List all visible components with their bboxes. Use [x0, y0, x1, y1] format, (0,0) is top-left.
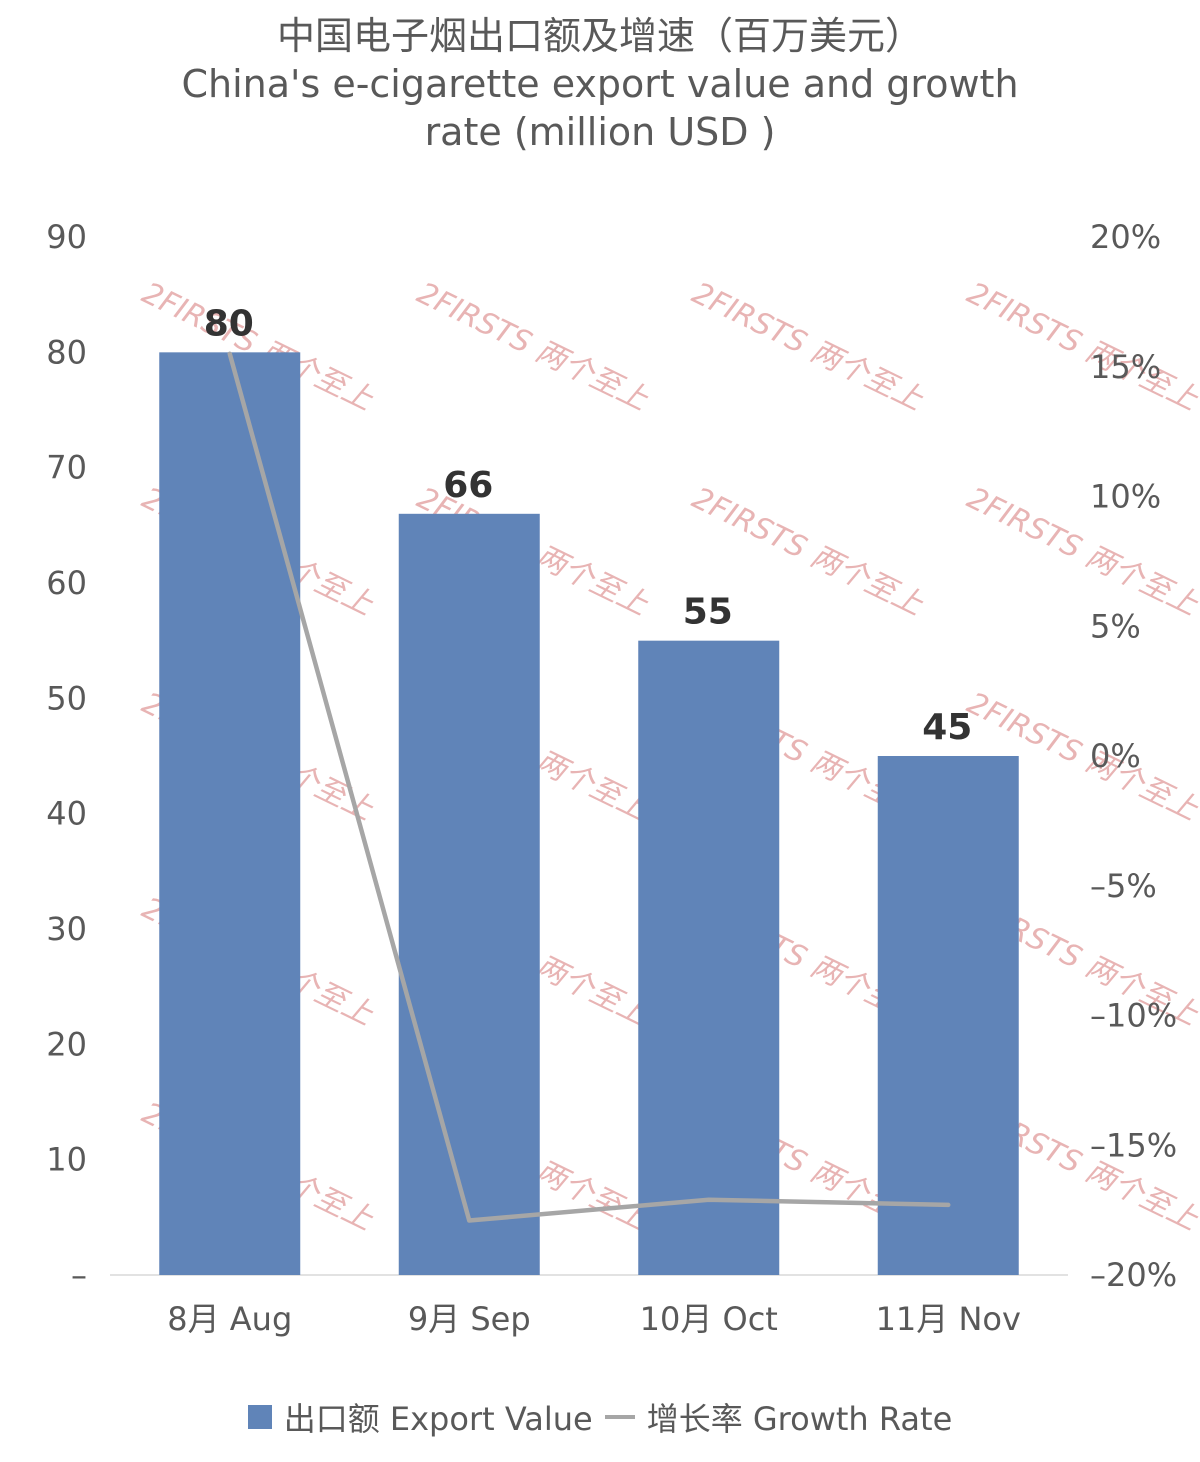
bar-data-label: 45 — [922, 707, 972, 748]
y-tick-label: 90 — [46, 218, 87, 256]
legend-swatch-bar — [247, 1405, 272, 1429]
y-tick-label: 60 — [46, 564, 87, 602]
legend-item-growth-rate: 增长率 Growth Rate — [604, 1394, 953, 1440]
chart-subtitle-line-2: rate (million USD ) — [424, 110, 776, 154]
x-tick-label: 10月 Oct — [640, 1300, 778, 1338]
watermark-text: 2FIRSTS 两个至上 — [411, 276, 654, 418]
watermark-text: 2FIRSTS 两个至上 — [961, 276, 1200, 418]
y2-tick-label: 5% — [1090, 607, 1141, 645]
chart-title: 中国电子烟出口额及增速（百万美元） — [276, 14, 923, 58]
y-tick-label: 10 — [46, 1141, 87, 1179]
legend-label-growth-rate: 增长率 Growth Rate — [646, 1400, 953, 1438]
y-tick-label: 20 — [46, 1025, 87, 1063]
y2-tick-label: 10% — [1090, 478, 1161, 516]
y2-tick-label: –10% — [1090, 997, 1177, 1035]
y-tick-label: 70 — [46, 449, 87, 487]
x-tick-label: 11月 Nov — [876, 1300, 1021, 1338]
y2-tick-label: –5% — [1090, 867, 1157, 905]
y2-tick-label: 15% — [1090, 348, 1161, 386]
x-tick-label: 9月 Sep — [408, 1300, 531, 1338]
y-tick-label: 50 — [46, 679, 87, 717]
legend: 出口额 Export Value 增长率 Growth Rate — [0, 1394, 1200, 1440]
x-tick-label: 8月 Aug — [167, 1300, 292, 1338]
y-tick-label: – — [71, 1256, 87, 1294]
y2-tick-label: 0% — [1090, 737, 1141, 775]
growth-rate-point — [707, 1198, 711, 1202]
growth-rate-point — [467, 1219, 471, 1223]
chart-subtitle-line-1: China's e-cigarette export value and gro… — [181, 62, 1019, 106]
growth-rate-point — [946, 1203, 950, 1207]
y-tick-label: 80 — [46, 333, 87, 371]
watermark-text: 2FIRSTS 两个至上 — [686, 276, 929, 418]
y2-tick-label: –15% — [1090, 1126, 1177, 1164]
y-tick-label: 30 — [46, 910, 87, 948]
bar — [159, 352, 301, 1275]
bar-data-label: 66 — [443, 465, 493, 506]
growth-rate-line — [227, 351, 951, 1223]
bar-data-label: 80 — [204, 303, 254, 344]
growth-rate-point — [228, 352, 232, 356]
bar — [638, 640, 780, 1275]
y2-tick-label: 20% — [1090, 218, 1161, 256]
legend-swatch-line — [604, 1415, 635, 1419]
legend-item-export-value: 出口额 Export Value — [247, 1394, 593, 1440]
y2-tick-label: –20% — [1090, 1256, 1177, 1294]
bar — [877, 756, 1019, 1275]
bar — [398, 513, 540, 1275]
bar-data-label: 55 — [683, 592, 733, 633]
legend-label-export-value: 出口额 Export Value — [283, 1400, 593, 1438]
y-tick-label: 40 — [46, 795, 87, 833]
watermark-text: 2FIRSTS 两个至上 — [961, 481, 1200, 623]
